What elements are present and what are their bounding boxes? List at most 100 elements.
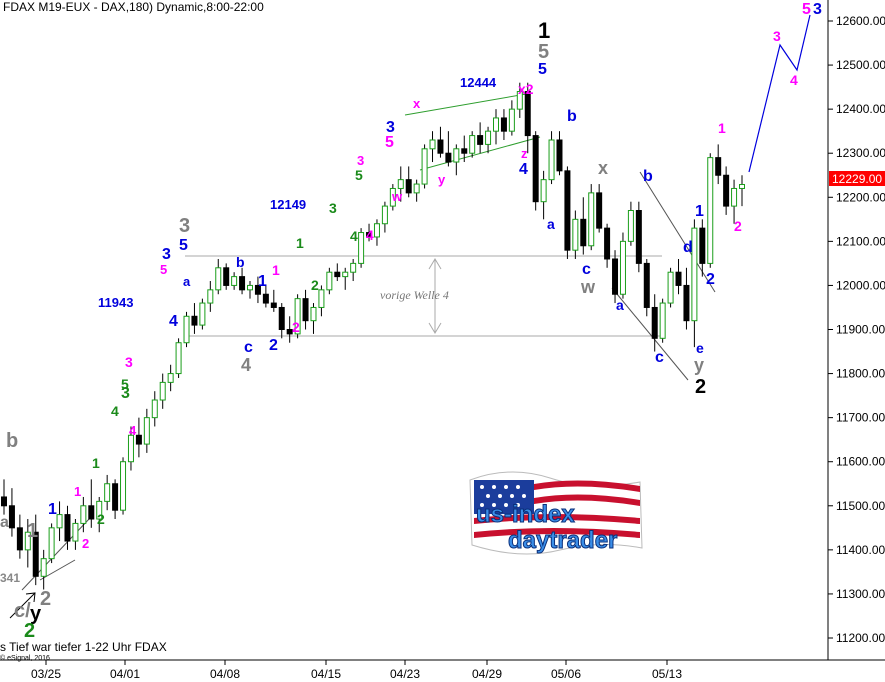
candle-body xyxy=(286,329,293,335)
box-label: vorige Welle 4 xyxy=(380,288,449,302)
wave-label: 1 xyxy=(296,235,304,251)
candle-body xyxy=(366,232,373,238)
price-note-12444: 12444 xyxy=(460,75,497,90)
candle-body xyxy=(143,417,150,445)
wave-label: 2 xyxy=(24,620,35,642)
x-tick-label: 05/06 xyxy=(551,667,581,681)
wave-label: 2 xyxy=(292,319,300,335)
candle-body xyxy=(731,187,738,207)
x-tick-label: 05/13 xyxy=(652,667,682,681)
candle-body xyxy=(572,218,579,251)
wave-label: 1 xyxy=(92,455,100,471)
candle-body xyxy=(167,373,174,383)
y-tick-label: 11700.00 xyxy=(836,411,885,425)
wave-label: 2 xyxy=(695,376,706,398)
wave-label: c xyxy=(582,261,591,278)
projection-line xyxy=(748,14,811,173)
candle-body xyxy=(659,302,666,339)
y-axis: 12600.00 12500.00 12400.00 12300.00 12200.00… xyxy=(828,14,885,645)
candle-body xyxy=(461,148,468,154)
y-tick-label: 12200.00 xyxy=(836,190,885,204)
wave-label: y xyxy=(438,172,446,187)
candle-body xyxy=(72,522,79,542)
y-tick-label: 11300.00 xyxy=(836,587,885,601)
y-tick-label: 12100.00 xyxy=(836,234,885,248)
wave-label: b xyxy=(6,430,18,452)
wave-label: 3 xyxy=(773,28,781,44)
y-tick-label: 11500.00 xyxy=(836,499,885,513)
candle-body xyxy=(548,139,555,181)
candle-body xyxy=(96,500,103,520)
wave-label: 5 xyxy=(121,376,129,392)
wave-label: 4 xyxy=(129,423,137,438)
wave-label: c xyxy=(655,349,664,366)
candle-body xyxy=(485,130,492,145)
candle-body xyxy=(48,527,55,560)
candle-body xyxy=(151,399,158,419)
y-tick-label: 12400.00 xyxy=(836,102,885,116)
candle-body xyxy=(175,342,182,375)
logo-text-1: us-index xyxy=(476,501,575,528)
y-tick-label: 12600.00 xyxy=(836,14,885,28)
candle-body xyxy=(80,505,87,524)
candle-body xyxy=(207,289,214,304)
candle-body xyxy=(477,135,484,145)
wave-label: 4 xyxy=(790,72,798,88)
wave-label: 1 xyxy=(48,501,57,518)
candle-body xyxy=(247,284,253,291)
chart-title: FDAX M19-EUX - DAX,180) Dynamic,8:00-22:… xyxy=(3,0,264,14)
wave-label: z xyxy=(521,146,528,161)
wave-label: y xyxy=(694,355,704,375)
wave-label: 1 xyxy=(74,484,81,499)
wave-label: 3 xyxy=(386,119,395,136)
wave-label: 1 xyxy=(538,18,550,43)
candle-body xyxy=(278,306,285,331)
candle-body xyxy=(8,505,15,529)
candle-body xyxy=(104,483,111,502)
candle-body xyxy=(24,531,31,551)
wave-label: 3 xyxy=(162,246,171,263)
candle-body xyxy=(135,434,142,445)
candle-body xyxy=(651,306,658,339)
wave-label: 2 xyxy=(82,536,89,551)
candle-body xyxy=(16,527,23,551)
candle-body xyxy=(667,271,674,304)
candle-body xyxy=(350,262,357,273)
wave-label: 2 xyxy=(311,277,319,293)
candle-body xyxy=(389,187,396,207)
candle-body xyxy=(437,139,444,154)
candle-body xyxy=(120,461,127,511)
wave-label: 5 xyxy=(355,167,363,183)
wave-label: 2 xyxy=(40,588,51,610)
candle-body xyxy=(493,117,499,132)
candle-body xyxy=(715,157,722,176)
candle-body xyxy=(635,210,642,264)
wave-label: 4 xyxy=(366,227,374,243)
bottom-note: s Tief war tiefer 1-22 Uhr FDAX xyxy=(0,640,167,654)
wave-label: 5 xyxy=(160,262,167,277)
wave-label: 4 xyxy=(111,403,119,419)
candle-body xyxy=(619,240,626,295)
x-tick-label: 03/25 xyxy=(31,667,61,681)
candle-body xyxy=(199,302,206,326)
candle-body xyxy=(88,505,95,520)
candle-body xyxy=(469,135,476,154)
candle-body xyxy=(270,302,277,308)
candle-body xyxy=(334,271,341,278)
wave-label: 3 xyxy=(179,215,190,237)
wave-label: 2 xyxy=(269,337,278,354)
wave-label: a xyxy=(616,297,624,313)
wave-label: d xyxy=(683,239,693,256)
wave-label: 5 xyxy=(802,1,811,18)
candle-body xyxy=(373,223,380,238)
y-tick-label: 11800.00 xyxy=(836,367,885,381)
wave-label: 3 xyxy=(357,153,364,168)
candle-body xyxy=(445,152,452,163)
candle-body xyxy=(707,157,714,264)
candle-body xyxy=(215,267,222,291)
candle-body xyxy=(231,276,238,286)
candle-body xyxy=(643,262,650,308)
x-tick-label: 04/08 xyxy=(210,667,240,681)
